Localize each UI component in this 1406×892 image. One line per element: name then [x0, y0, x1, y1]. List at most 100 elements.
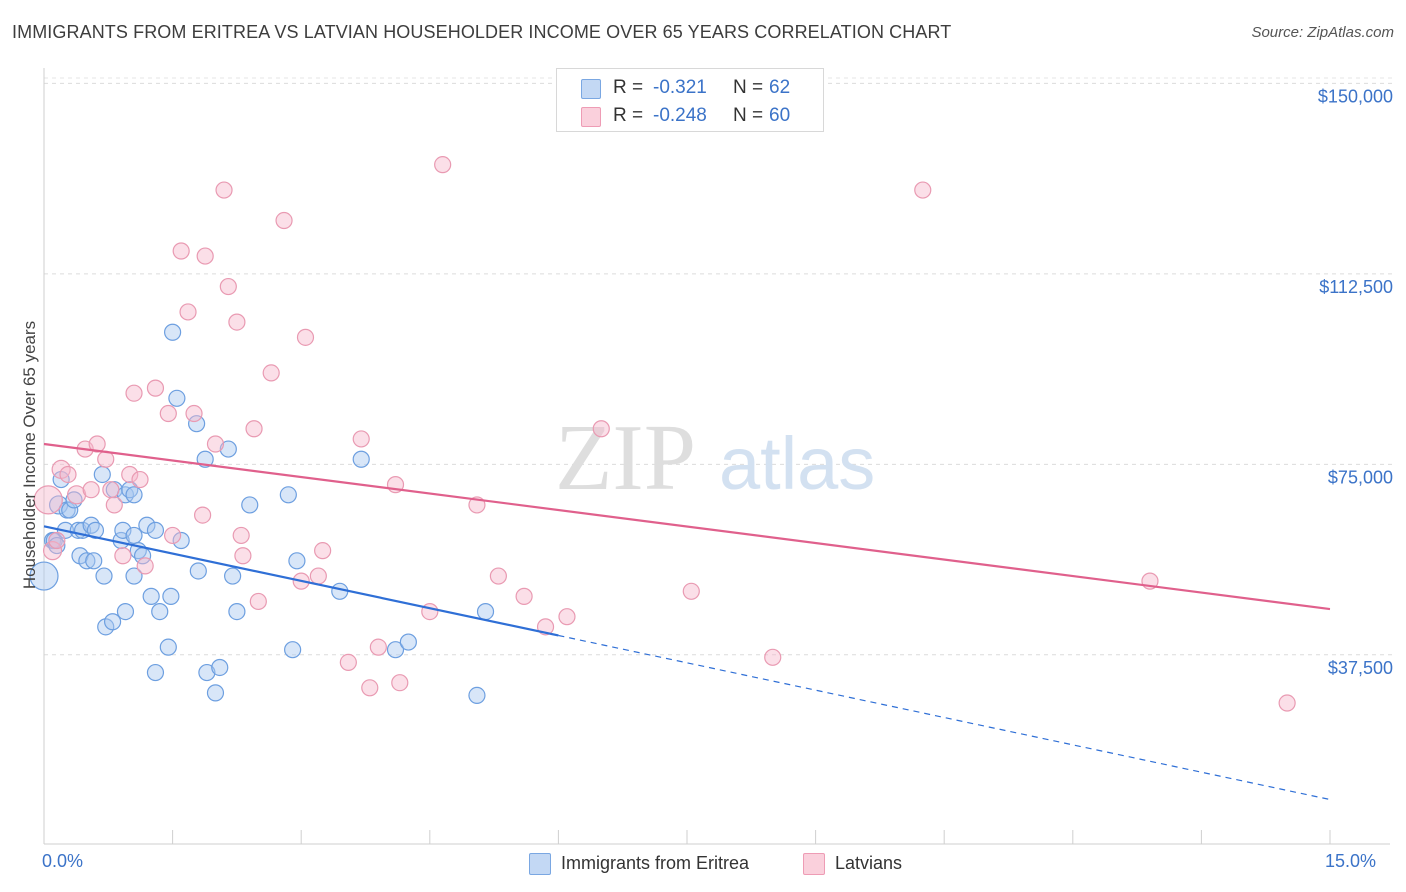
eritrea-point [151, 603, 169, 621]
eritrea-point [399, 633, 417, 651]
latvian-point [558, 608, 576, 626]
eritrea-point [162, 587, 180, 605]
eritrea-point [61, 501, 79, 519]
eritrea-point [284, 641, 302, 659]
latvian-point [196, 247, 214, 265]
latvian-point [369, 638, 387, 656]
legend-n-label: N = [733, 77, 764, 98]
latvian-point [361, 679, 379, 697]
eritrea-point [146, 521, 165, 539]
latvian-point [179, 303, 197, 321]
legend-swatch-latvians [803, 853, 825, 875]
latvian-point [275, 211, 293, 230]
latvian-point [33, 485, 63, 515]
y-tick-label: $150,000 [1318, 86, 1393, 106]
latvian-point [48, 531, 66, 550]
latvian-point [232, 526, 250, 545]
eritrea-point [78, 552, 96, 570]
latvian-point [82, 481, 100, 499]
eritrea-point [93, 465, 111, 484]
y-tick-label: $75,000 [1328, 467, 1393, 487]
latvian-point [194, 506, 212, 524]
latvian-point [164, 526, 182, 545]
legend-row-eritrea: R = -0.321 N = 62 [557, 73, 823, 101]
latvian-point [125, 384, 143, 402]
legend-label-eritrea: Immigrants from Eritrea [561, 853, 750, 873]
latvian-point [489, 567, 507, 585]
legend-swatch-eritrea [581, 79, 601, 99]
eritrea-point [189, 562, 207, 580]
eritrea-point [142, 587, 160, 605]
eritrea-point [172, 531, 190, 550]
latvian-point [228, 313, 246, 331]
eritrea-point [103, 613, 122, 631]
eritrea-point [159, 638, 177, 656]
eritrea-point [468, 686, 486, 705]
latvian-point [314, 542, 332, 560]
legend-swatch-eritrea [529, 853, 551, 875]
latvian-point [234, 547, 252, 565]
latvian-point [1278, 694, 1296, 712]
data-points [29, 156, 1296, 712]
latvian-point [105, 496, 123, 514]
y-axis-label: Householder Income Over 65 years [20, 320, 39, 590]
latvian-point [185, 404, 203, 423]
latvian-point [59, 465, 77, 484]
legend-r-label: R = [613, 77, 644, 98]
eritrea-point [164, 323, 182, 341]
y-tick-label: $37,500 [1328, 658, 1393, 678]
latvian-point [352, 430, 370, 448]
legend-r-value: -0.321 [653, 77, 707, 98]
eritrea-trend-extension [558, 634, 1331, 801]
chart-title: IMMIGRANTS FROM ERITREA VS LATVIAN HOUSE… [12, 22, 952, 42]
latvian-point [515, 587, 533, 605]
eritrea-point [476, 603, 495, 621]
eritrea-point [85, 552, 103, 570]
x-tick-max: 15.0% [1325, 851, 1377, 871]
eritrea-point [386, 641, 405, 659]
eritrea-point [228, 603, 246, 621]
legend-row-latvians: R = -0.248 N = 60 [557, 101, 823, 129]
latvian-point [42, 541, 63, 561]
eritrea-point [86, 521, 105, 539]
eritrea-trend-line [43, 525, 559, 637]
eritrea-point [146, 663, 165, 682]
watermark: ZIP atlas [555, 406, 875, 510]
latvian-point [245, 420, 263, 438]
latvian-point [391, 674, 409, 692]
legend-r-label: R = [613, 105, 644, 126]
latvian-point [914, 181, 932, 199]
correlation-legend: R = -0.321 N = 62 R = -0.248 N = 60 [556, 68, 824, 132]
eritrea-point [241, 496, 259, 514]
eritrea-point [114, 521, 132, 539]
latvian-point [121, 465, 139, 484]
latvian-point [219, 277, 237, 296]
legend-swatch-latvians [581, 107, 601, 127]
latvian-point [296, 328, 315, 346]
eritrea-point [125, 486, 143, 504]
latvian-point [215, 181, 233, 199]
legend-n-value: 60 [769, 105, 791, 126]
eritrea-point [352, 450, 370, 468]
y-tick-label: $112,500 [1319, 277, 1393, 297]
eritrea-point [188, 415, 206, 433]
axes [43, 68, 1390, 845]
latvian-point [131, 470, 149, 489]
latvian-point [592, 420, 610, 438]
legend-n-label: N = [733, 105, 764, 126]
latvian-point [172, 242, 190, 260]
eritrea-point [219, 440, 237, 458]
legend-r-value: -0.248 [653, 105, 707, 126]
eritrea-point [198, 663, 216, 682]
y-tick-labels: $37,500 $75,000 $112,500 $150,000 [1318, 86, 1393, 677]
x-tick-min: 0.0% [42, 851, 84, 871]
eritrea-point [279, 486, 297, 504]
latvian-point [434, 156, 452, 174]
eritrea-point [224, 567, 242, 585]
eritrea-point [211, 658, 229, 677]
legend-n-value: 62 [769, 77, 791, 98]
eritrea-point [95, 567, 113, 585]
latvian-trend-line [43, 442, 1331, 611]
latvian-point [88, 435, 106, 453]
watermark-zip: ZIP [555, 406, 696, 510]
